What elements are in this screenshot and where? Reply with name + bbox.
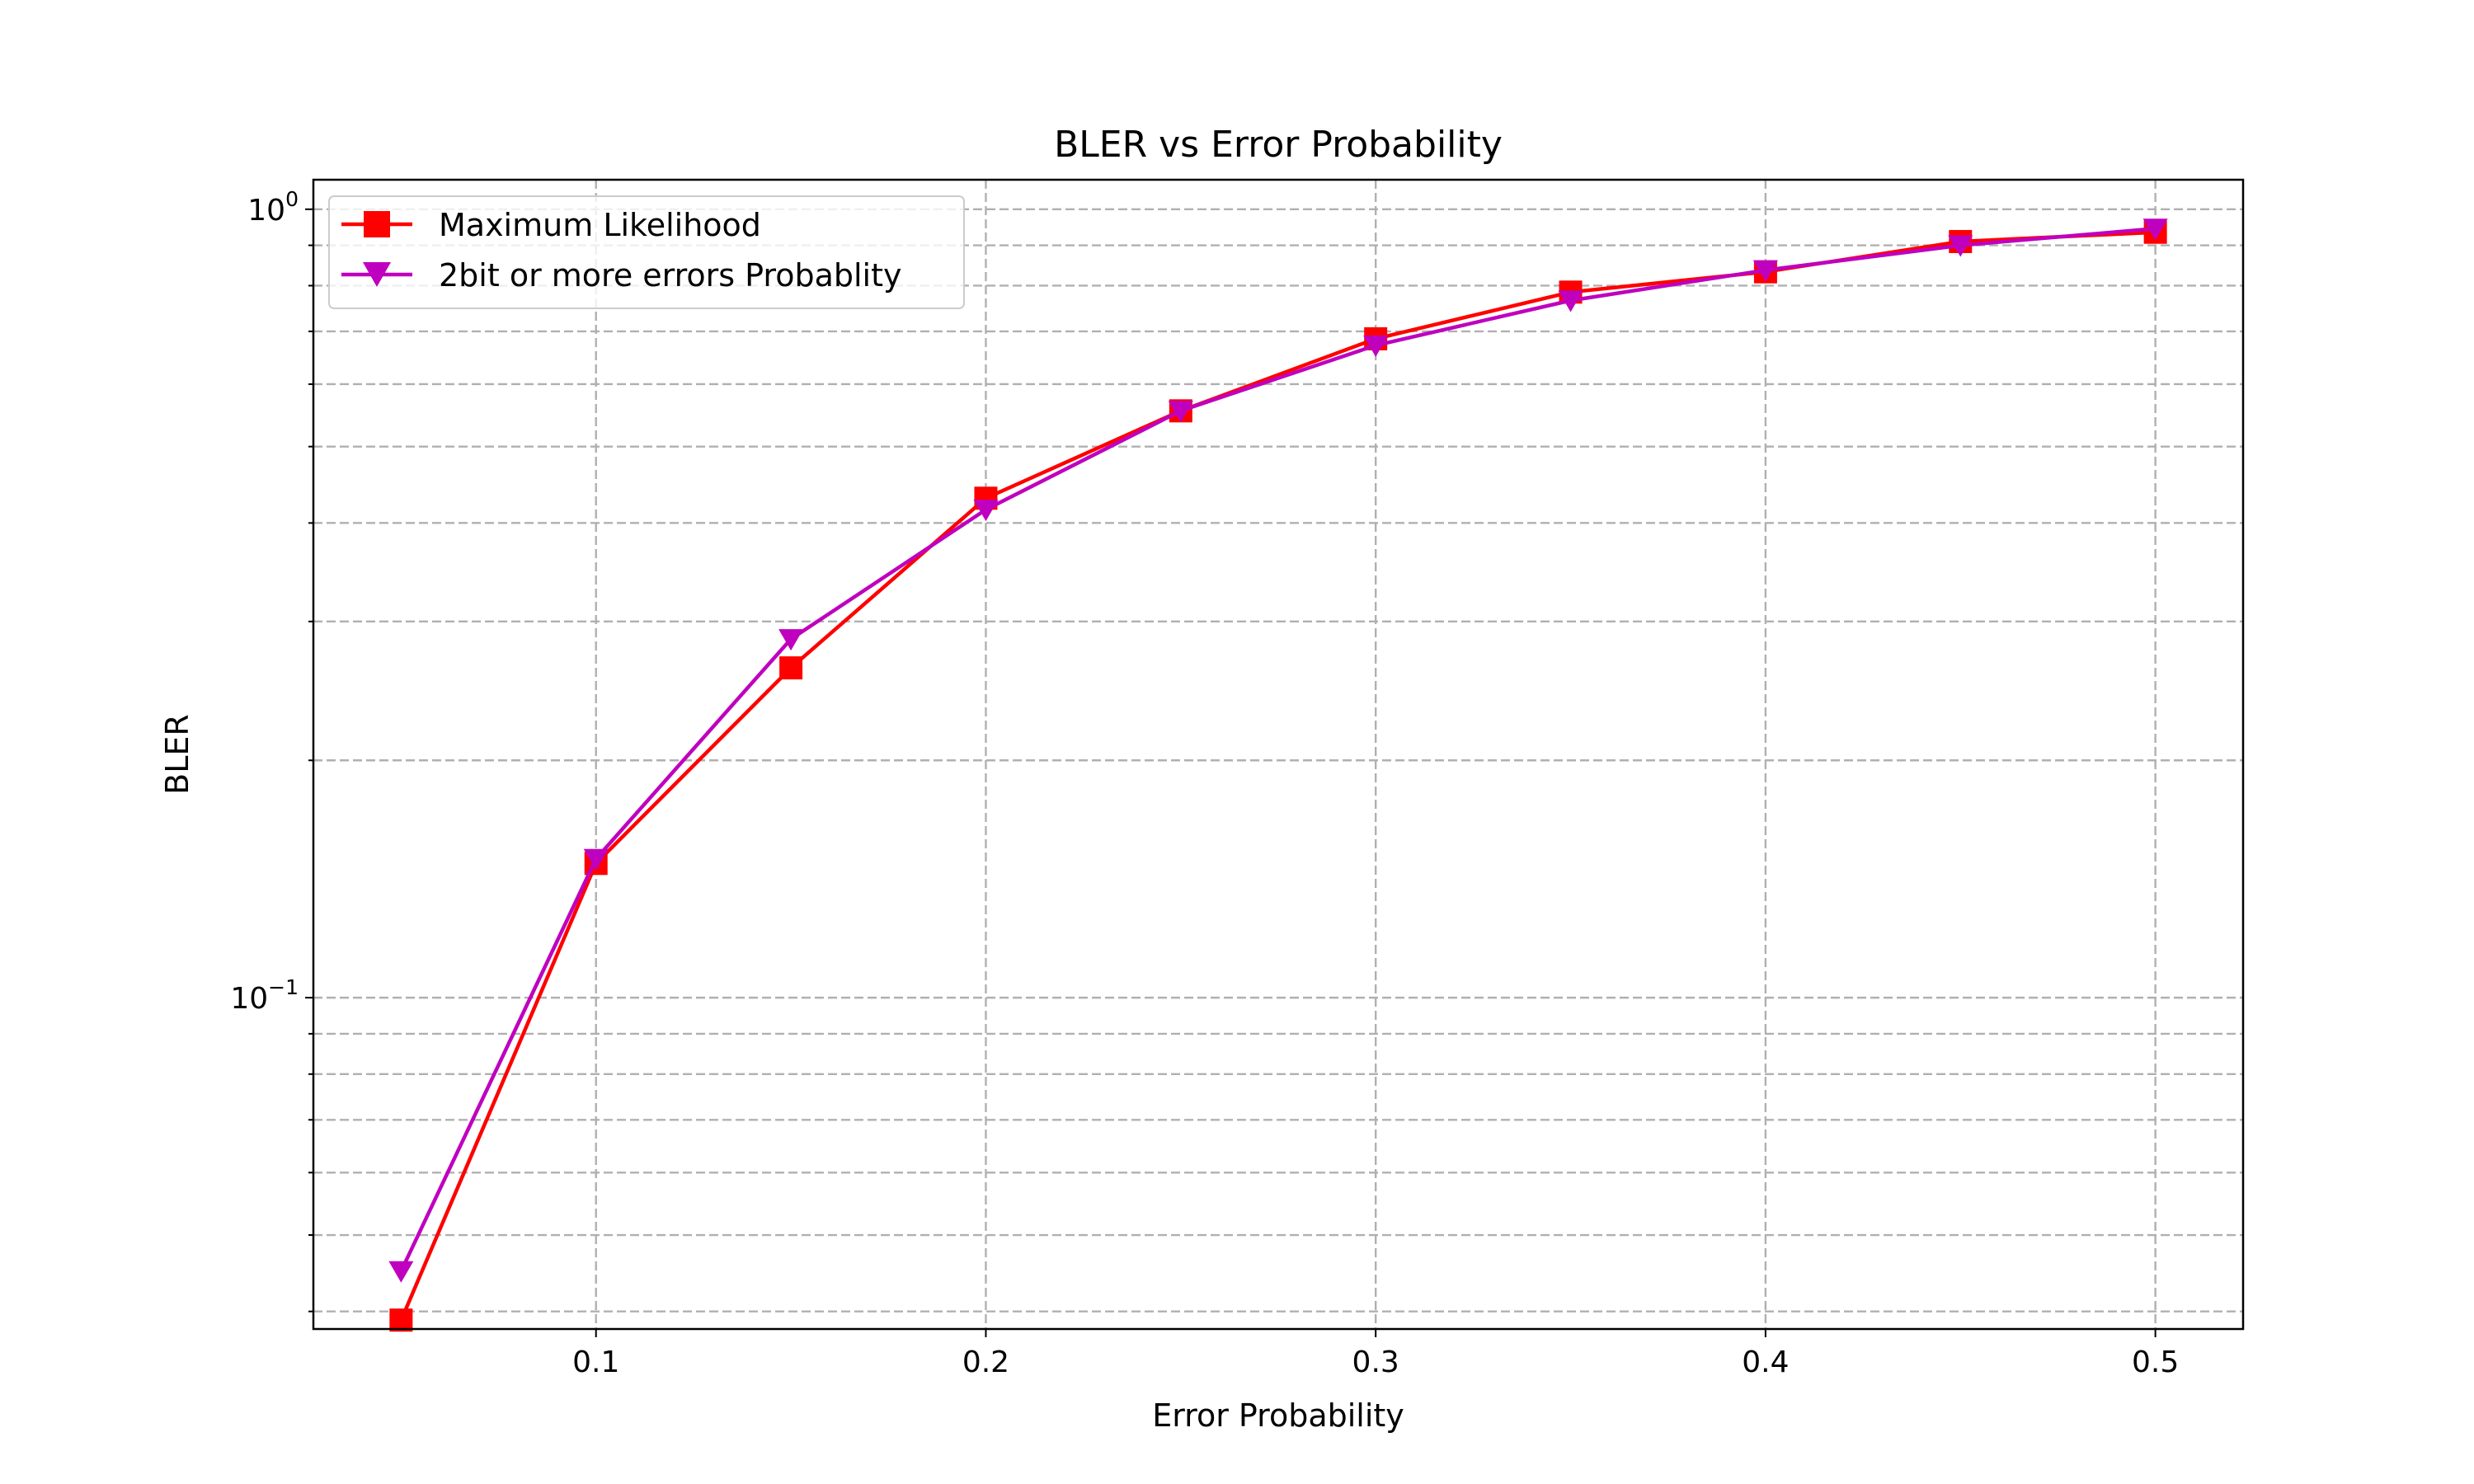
data-point-triangle-down <box>1752 260 1778 282</box>
data-point-triangle-down <box>1363 335 1389 357</box>
grid <box>313 180 2243 1329</box>
data-point-triangle-down <box>583 848 609 871</box>
axis-ticks: 0.1 0.2 0.3 0.4 0.5 10−1 100 <box>230 187 2179 1379</box>
legend: Maximum Likelihood 2bit or more errors P… <box>328 195 965 309</box>
x-tick-label: 0.3 <box>1352 1345 1399 1379</box>
legend-box <box>328 195 965 309</box>
data-point-triangle-down <box>1168 401 1193 423</box>
series-layer <box>388 218 2168 1332</box>
x-tick-label: 0.1 <box>572 1345 619 1379</box>
chart-title: BLER vs Error Probability <box>1054 124 1503 166</box>
data-point-triangle-down <box>1558 290 1583 312</box>
data-point-triangle-down <box>973 500 999 522</box>
axes-frame <box>312 178 2245 1331</box>
data-point-triangle-down <box>388 1261 414 1283</box>
x-axis-label: Error Probability <box>1152 1397 1404 1434</box>
legend-marker-triangle-down <box>363 262 391 287</box>
x-tick-label: 0.4 <box>1742 1345 1789 1379</box>
data-point-triangle-down <box>778 629 804 651</box>
data-point-triangle-down <box>2142 218 2168 241</box>
data-point-square <box>779 656 803 680</box>
series-line <box>399 227 2156 1272</box>
x-tick-label: 0.5 <box>2132 1345 2179 1379</box>
data-point-triangle-down <box>1948 235 1973 257</box>
y-tick-label: 10−1 <box>230 975 299 1016</box>
y-axis-label: BLER <box>159 714 195 795</box>
plot-area <box>313 180 2243 1329</box>
legend-marker-square <box>364 211 390 237</box>
legend-label-maximum-likelihood: Maximum Likelihood <box>439 207 761 243</box>
y-tick-label: 100 <box>247 187 299 228</box>
data-point-square <box>389 1308 413 1332</box>
legend-label-2bit-errors: 2bit or more errors Probablity <box>439 257 901 294</box>
series-2bit-or-more-errors-probablity <box>388 218 2168 1283</box>
x-tick-label: 0.2 <box>962 1345 1009 1379</box>
